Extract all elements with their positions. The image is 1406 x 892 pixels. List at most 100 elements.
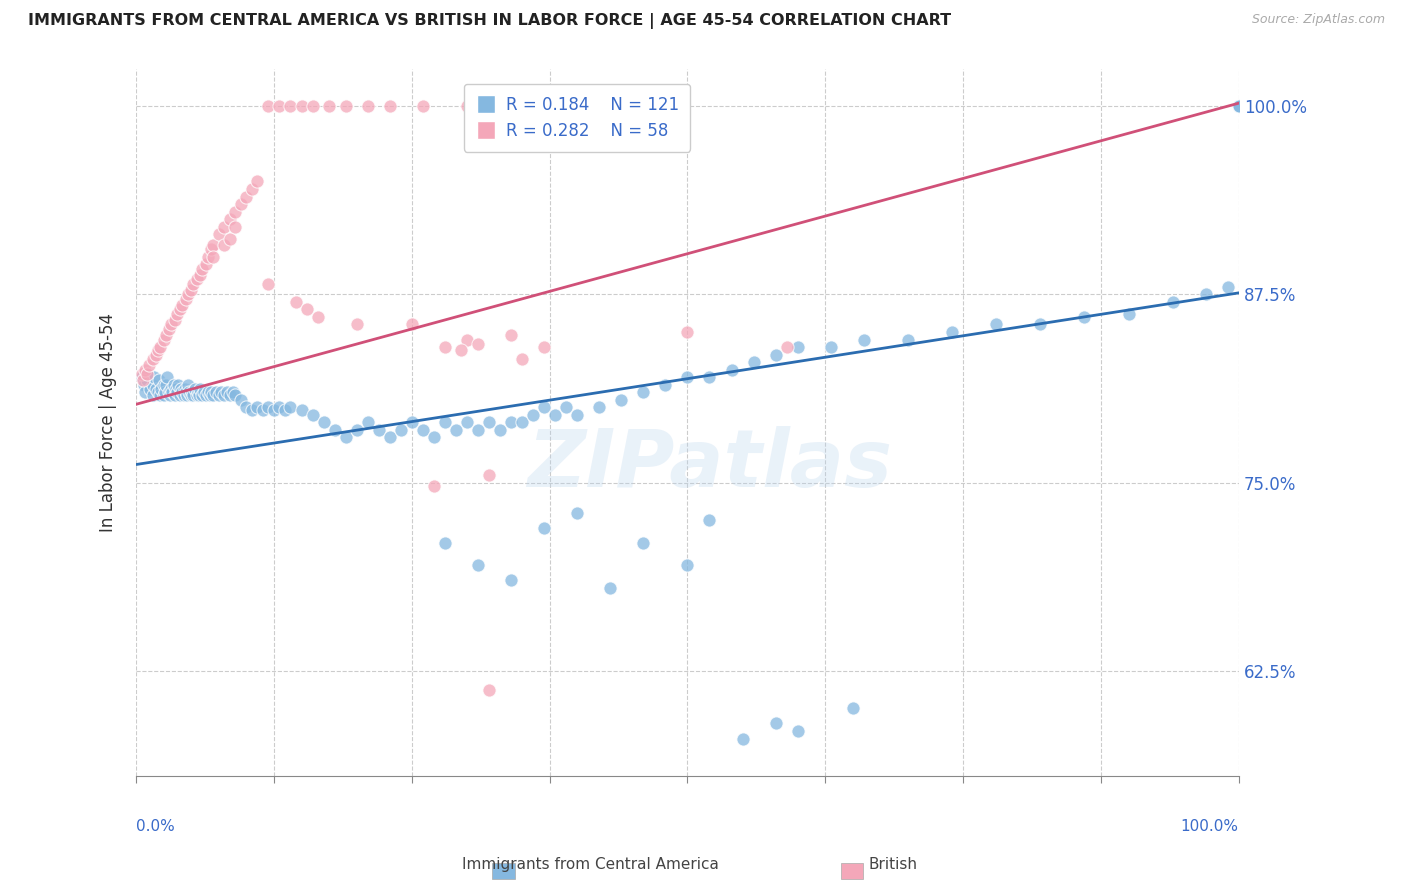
British — [280, 99, 302, 113]
British — [510, 352, 533, 367]
Immigrants from Central America — [786, 340, 808, 354]
Immigrants from Central America — [148, 373, 170, 387]
Text: 0.0%: 0.0% — [136, 819, 174, 834]
Immigrants from Central America — [177, 377, 200, 392]
British — [166, 307, 188, 321]
Immigrants from Central America — [160, 382, 183, 396]
Immigrants from Central America — [378, 430, 401, 444]
Immigrants from Central America — [633, 385, 655, 400]
Immigrants from Central America — [162, 385, 184, 400]
Immigrants from Central America — [187, 385, 209, 400]
Immigrants from Central America — [1029, 318, 1052, 332]
British — [142, 352, 165, 367]
Immigrants from Central America — [401, 415, 423, 429]
Immigrants from Central America — [555, 401, 578, 415]
Immigrants from Central America — [142, 370, 165, 384]
Immigrants from Central America — [224, 388, 246, 402]
British — [510, 99, 533, 113]
British — [285, 294, 308, 309]
Text: Source: ZipAtlas.com: Source: ZipAtlas.com — [1251, 13, 1385, 27]
Immigrants from Central America — [183, 388, 205, 402]
Immigrants from Central America — [202, 388, 225, 402]
Immigrants from Central America — [489, 423, 512, 437]
Immigrants from Central America — [1227, 99, 1250, 113]
British — [776, 340, 799, 354]
Immigrants from Central America — [246, 401, 269, 415]
British — [257, 277, 280, 291]
Immigrants from Central America — [467, 423, 489, 437]
Immigrants from Central America — [897, 333, 920, 347]
Immigrants from Central America — [533, 521, 555, 535]
Immigrants from Central America — [610, 392, 633, 407]
Immigrants from Central America — [152, 377, 174, 392]
British — [478, 99, 501, 113]
Immigrants from Central America — [159, 388, 181, 402]
British — [202, 250, 225, 264]
British — [269, 99, 291, 113]
Immigrants from Central America — [204, 385, 226, 400]
British — [467, 337, 489, 351]
Immigrants from Central America — [138, 367, 160, 381]
Immigrants from Central America — [986, 318, 1008, 332]
Immigrants from Central America — [257, 401, 280, 415]
British — [346, 318, 368, 332]
Immigrants from Central America — [194, 388, 217, 402]
Immigrants from Central America — [150, 382, 173, 396]
British — [499, 328, 522, 343]
Immigrants from Central America — [290, 403, 312, 417]
Immigrants from Central America — [176, 388, 198, 402]
Immigrants from Central America — [544, 408, 567, 422]
Immigrants from Central America — [654, 377, 676, 392]
Immigrants from Central America — [433, 415, 456, 429]
British — [149, 340, 172, 354]
Immigrants from Central America — [323, 423, 346, 437]
British — [224, 219, 246, 234]
British — [218, 232, 240, 246]
Immigrants from Central America — [765, 348, 787, 362]
Immigrants from Central America — [389, 423, 412, 437]
Immigrants from Central America — [274, 403, 297, 417]
Immigrants from Central America — [852, 333, 875, 347]
British — [301, 99, 323, 113]
British — [214, 237, 236, 252]
Immigrants from Central America — [252, 403, 274, 417]
Immigrants from Central America — [218, 388, 240, 402]
Immigrants from Central America — [136, 373, 159, 387]
Text: British: British — [869, 857, 917, 872]
Immigrants from Central America — [240, 403, 263, 417]
Immigrants from Central America — [177, 385, 200, 400]
Immigrants from Central America — [188, 382, 211, 396]
Immigrants from Central America — [633, 536, 655, 550]
Immigrants from Central America — [842, 701, 865, 715]
Immigrants from Central America — [186, 388, 208, 402]
Immigrants from Central America — [1161, 294, 1184, 309]
Immigrants from Central America — [167, 377, 190, 392]
British — [146, 343, 169, 357]
British — [676, 325, 699, 339]
Immigrants from Central America — [197, 385, 219, 400]
Immigrants from Central America — [153, 385, 176, 400]
British — [131, 367, 153, 381]
Immigrants from Central America — [510, 415, 533, 429]
Immigrants from Central America — [142, 388, 165, 402]
British — [194, 257, 217, 271]
British — [157, 322, 180, 336]
Immigrants from Central America — [263, 403, 285, 417]
British — [450, 343, 472, 357]
British — [544, 99, 567, 113]
Immigrants from Central America — [720, 362, 742, 376]
Immigrants from Central America — [215, 385, 238, 400]
Immigrants from Central America — [193, 385, 215, 400]
British — [307, 310, 329, 324]
Immigrants from Central America — [567, 408, 589, 422]
British — [202, 237, 225, 252]
Immigrants from Central America — [1227, 99, 1250, 113]
Immigrants from Central America — [699, 513, 721, 527]
Immigrants from Central America — [222, 385, 245, 400]
Immigrants from Central America — [139, 382, 162, 396]
Immigrants from Central America — [1227, 99, 1250, 113]
Immigrants from Central America — [423, 430, 446, 444]
Immigrants from Central America — [456, 415, 478, 429]
Immigrants from Central America — [433, 536, 456, 550]
Immigrants from Central America — [173, 382, 195, 396]
